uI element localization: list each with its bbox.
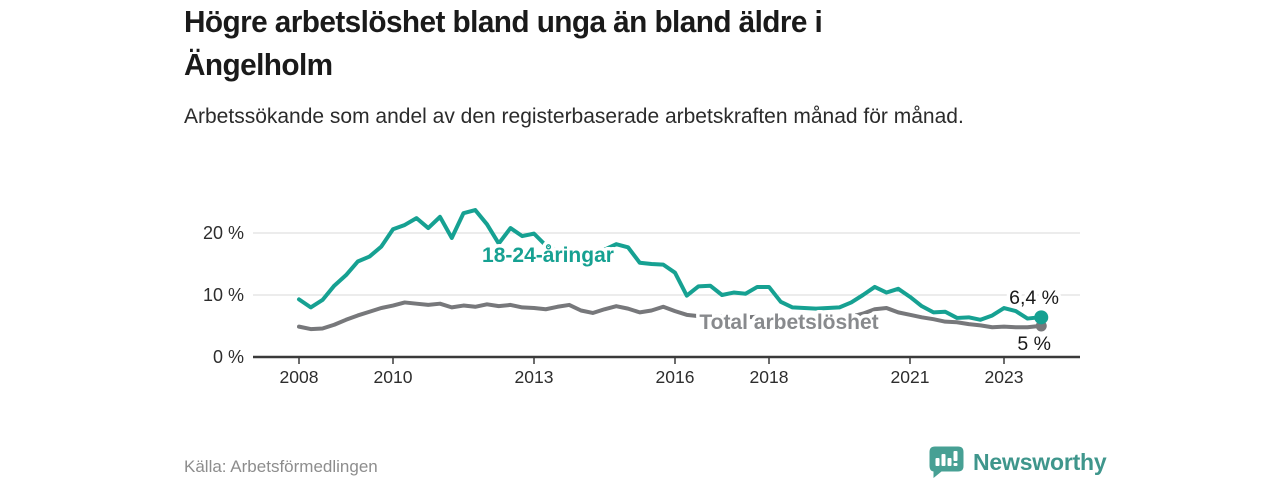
chart-title: Högre arbetslöshet bland unga än bland ä…	[184, 4, 823, 82]
series-line-total	[297, 300, 1042, 332]
series-end-dot	[1034, 310, 1049, 325]
brand-name: Newsworthy	[973, 448, 1107, 475]
y-tick-label: 10 %	[203, 285, 244, 305]
newsworthy-bubble-chart-icon	[929, 446, 964, 478]
x-tick-label: 2018	[750, 367, 789, 387]
x-tick-label: 2010	[374, 367, 413, 387]
series-line-youth	[297, 208, 1042, 322]
x-tick-label: 2021	[891, 367, 930, 387]
x-tick-label: 2016	[656, 367, 695, 387]
chart-subtitle: Arbetssökande som andel av den registerb…	[184, 105, 964, 128]
x-tick-label: 2008	[280, 367, 319, 387]
x-tick-label: 2023	[985, 367, 1024, 387]
series-label: 18-24-åringar	[482, 244, 614, 267]
y-tick-label: 20 %	[203, 223, 244, 243]
end-value-label: 6,4 %	[1009, 287, 1059, 309]
series-label: Total arbetslöshet	[699, 311, 878, 334]
x-tick-label: 2013	[515, 367, 554, 387]
end-value-label: 5 %	[1017, 333, 1051, 355]
source-note: Källa: Arbetsförmedlingen	[184, 457, 378, 476]
newsworthy-logo: Newsworthy	[929, 444, 1107, 480]
y-tick-label: 0 %	[213, 347, 244, 367]
